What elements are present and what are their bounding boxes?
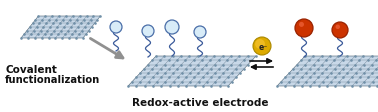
Circle shape xyxy=(110,22,122,34)
Circle shape xyxy=(142,26,154,38)
Circle shape xyxy=(194,27,206,39)
Circle shape xyxy=(336,25,340,30)
Text: e⁻: e⁻ xyxy=(259,43,268,52)
Polygon shape xyxy=(277,56,378,86)
Text: functionalization: functionalization xyxy=(5,74,100,84)
Text: Covalent: Covalent xyxy=(5,64,57,74)
Circle shape xyxy=(255,40,265,50)
Text: Redox-active electrode: Redox-active electrode xyxy=(132,97,268,107)
Circle shape xyxy=(299,23,304,28)
Circle shape xyxy=(165,21,179,35)
Circle shape xyxy=(332,23,348,39)
Polygon shape xyxy=(21,17,101,39)
Polygon shape xyxy=(128,56,256,86)
Circle shape xyxy=(253,38,271,56)
Circle shape xyxy=(295,20,313,38)
